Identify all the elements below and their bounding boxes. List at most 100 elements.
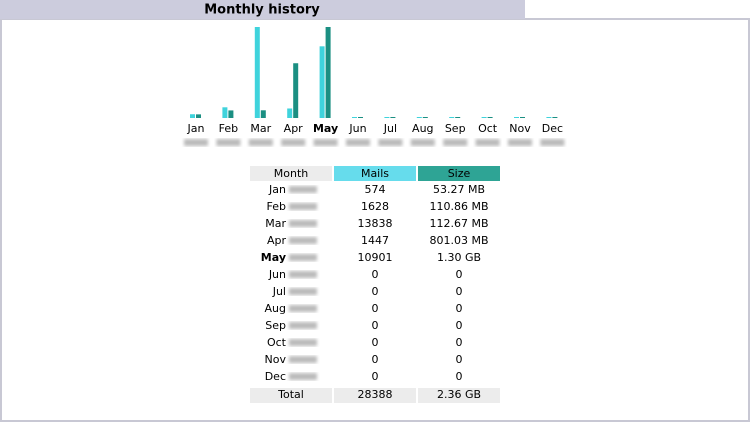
bar — [422, 117, 428, 118]
month-label: Feb — [219, 122, 238, 135]
bar — [514, 117, 519, 118]
row-size: 0 — [456, 319, 463, 332]
title-tab — [0, 0, 525, 19]
row-month: Dec — [265, 370, 286, 383]
bar — [520, 117, 525, 118]
year-blur — [508, 139, 532, 146]
header-text: Mails — [361, 167, 389, 180]
row-month: Jun — [268, 268, 286, 281]
row-size: 0 — [456, 370, 463, 383]
month-label: Apr — [284, 122, 304, 135]
month-label: Nov — [509, 122, 531, 135]
bar — [552, 117, 558, 118]
row-mails: 0 — [372, 353, 379, 366]
bar — [287, 108, 293, 118]
header-cell — [418, 166, 500, 181]
year-blur — [289, 288, 317, 295]
month-label: Jun — [348, 122, 366, 135]
total-cell — [250, 388, 332, 403]
bar — [384, 117, 390, 118]
bar — [487, 117, 493, 118]
year-blur — [289, 305, 317, 312]
row-month: Mar — [265, 217, 286, 230]
year-blur — [378, 139, 403, 146]
row-mails: 0 — [372, 268, 379, 281]
row-month: May — [261, 251, 286, 264]
row-mails: 10901 — [358, 251, 393, 264]
header-cell — [334, 166, 416, 181]
bar — [390, 117, 396, 118]
month-label: Oct — [478, 122, 498, 135]
row-size: 0 — [456, 302, 463, 315]
header-text: Size — [448, 167, 471, 180]
row-month: Apr — [267, 234, 287, 247]
bar — [455, 117, 461, 118]
bar — [228, 110, 234, 118]
row-month: Oct — [267, 336, 287, 349]
row-mails: 0 — [372, 302, 379, 315]
year-blur — [289, 237, 317, 244]
row-mails: 13838 — [358, 217, 393, 230]
row-size: 53.27 MB — [433, 183, 485, 196]
year-blur — [289, 186, 317, 193]
bar — [222, 107, 228, 118]
year-blur — [184, 139, 208, 146]
year-blur — [281, 139, 306, 146]
year-blur — [289, 373, 317, 380]
month-label: Jan — [187, 122, 205, 135]
row-month: Feb — [267, 200, 286, 213]
title: Monthly history — [204, 3, 320, 18]
year-blur — [443, 139, 468, 146]
bar — [254, 27, 260, 118]
bar — [358, 117, 363, 118]
row-mails: 0 — [372, 319, 379, 332]
bar — [449, 117, 455, 118]
year-blur — [313, 139, 338, 146]
row-month: Sep — [265, 319, 286, 332]
bar — [190, 114, 195, 118]
row-size: 0 — [456, 336, 463, 349]
row-mails: 1628 — [361, 200, 389, 213]
total-mails: 28388 — [358, 388, 393, 401]
year-blur — [248, 139, 273, 146]
year-blur — [540, 139, 565, 146]
row-size: 110.86 MB — [429, 200, 488, 213]
total-cell — [418, 388, 500, 403]
bar — [319, 46, 325, 118]
total-size: 2.36 GB — [437, 388, 481, 401]
year-blur — [216, 139, 241, 146]
row-mails: 0 — [372, 285, 379, 298]
bar — [260, 110, 266, 118]
year-blur — [289, 203, 317, 210]
bar — [325, 27, 331, 118]
bar — [546, 117, 552, 118]
year-blur — [346, 139, 370, 146]
bar — [416, 117, 422, 118]
month-label: Sep — [445, 122, 466, 135]
row-month: Aug — [265, 302, 286, 315]
header-cell — [250, 166, 332, 181]
row-mails: 0 — [372, 370, 379, 383]
row-month: Jul — [272, 285, 286, 298]
bar — [196, 114, 201, 118]
year-blur — [475, 139, 500, 146]
year-blur — [410, 139, 435, 146]
month-label: Jul — [383, 122, 397, 135]
row-size: 112.67 MB — [429, 217, 488, 230]
row-size: 0 — [456, 353, 463, 366]
row-month: Nov — [265, 353, 287, 366]
year-blur — [289, 339, 317, 346]
panel — [0, 18, 750, 422]
year-blur — [289, 356, 317, 363]
month-label: Aug — [412, 122, 433, 135]
bar — [352, 117, 357, 118]
bar — [293, 63, 299, 118]
row-mails: 0 — [372, 336, 379, 349]
row-size: 0 — [456, 268, 463, 281]
row-size: 801.03 MB — [429, 234, 488, 247]
row-mails: 574 — [365, 183, 386, 196]
month-label: Dec — [542, 122, 563, 135]
row-mails: 1447 — [361, 234, 389, 247]
year-blur — [289, 254, 317, 261]
